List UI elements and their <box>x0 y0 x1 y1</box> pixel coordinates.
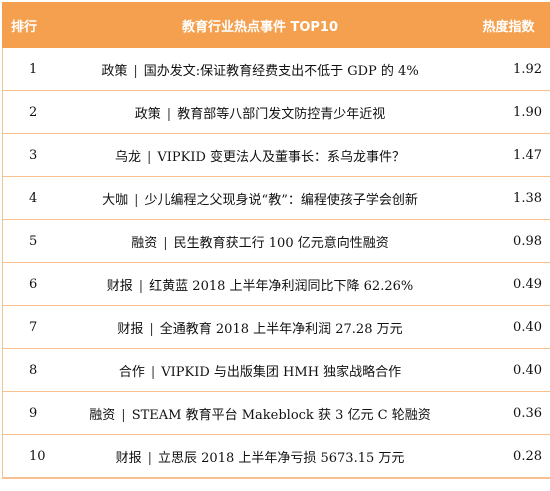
rank-cell: 10 <box>3 435 60 479</box>
rank-cell: 6 <box>3 263 60 306</box>
heat-index-cell: 1.92 <box>461 48 550 91</box>
heat-column-header: 热度指数 <box>461 3 550 48</box>
table-row: 1 政策 | 国办发文:保证教育经费支出不低于 GDP 的 4% 1.92 <box>3 48 550 91</box>
event-cell: 合作 | VIPKID 与出版集团 HMH 独家战略合作 <box>60 349 461 392</box>
table-row: 2 政策 | 教育部等八部门发文防控青少年近视 1.90 <box>3 91 550 134</box>
event-title: VIPKID 变更法人及董事长：系乌龙事件？ <box>157 150 405 165</box>
event-cell: 政策 | 国办发文:保证教育经费支出不低于 GDP 的 4% <box>60 48 461 91</box>
category-separator: | <box>134 193 138 208</box>
category-separator: | <box>133 64 137 79</box>
event-category: 政策 <box>135 107 161 122</box>
event-title: 少儿编程之父现身说“教”：编程使孩子学会创新 <box>145 193 418 208</box>
rank-column-header: 排行 <box>3 3 60 48</box>
event-cell: 融资 | STEAM 教育平台 Makeblock 获 3 亿元 C 轮融资 <box>60 392 461 435</box>
event-category: 融资 <box>131 236 157 251</box>
event-title: 立思辰 2018 上半年净亏损 5673.15 万元 <box>158 451 404 466</box>
event-cell: 财报 | 立思辰 2018 上半年净亏损 5673.15 万元 <box>60 435 461 479</box>
event-cell: 政策 | 教育部等八部门发文防控青少年近视 <box>60 91 461 134</box>
event-title: 民生教育获工行 100 亿元意向性融资 <box>174 236 389 251</box>
category-separator: | <box>167 107 171 122</box>
table-row: 9 融资 | STEAM 教育平台 Makeblock 获 3 亿元 C 轮融资 0.3… <box>3 392 550 435</box>
table-row: 5 融资 | 民生教育获工行 100 亿元意向性融资 0.98 <box>3 220 550 263</box>
heat-index-cell: 0.49 <box>461 263 550 306</box>
rank-cell: 1 <box>3 48 60 91</box>
category-separator: | <box>163 236 167 251</box>
event-category: 乌龙 <box>115 150 141 165</box>
event-category: 财报 <box>116 451 142 466</box>
category-separator: | <box>148 451 152 466</box>
rank-cell: 4 <box>3 177 60 220</box>
table-row: 8 合作 | VIPKID 与出版集团 HMH 独家战略合作 0.40 <box>3 349 550 392</box>
rank-cell: 3 <box>3 134 60 177</box>
heat-index-cell: 0.40 <box>461 349 550 392</box>
rank-cell: 8 <box>3 349 60 392</box>
event-category: 财报 <box>107 279 133 294</box>
table-row: 10 财报 | 立思辰 2018 上半年净亏损 5673.15 万元 0.28 <box>3 435 550 479</box>
event-title: 国办发文:保证教育经费支出不低于 GDP 的 4% <box>144 64 419 79</box>
rank-cell: 5 <box>3 220 60 263</box>
category-separator: | <box>147 150 151 165</box>
table-row: 4 大咖 | 少儿编程之父现身说“教”：编程使孩子学会创新 1.38 <box>3 177 550 220</box>
heat-index-cell: 1.47 <box>461 134 550 177</box>
heat-index-cell: 0.28 <box>461 435 550 479</box>
category-separator: | <box>139 279 143 294</box>
event-cell: 财报 | 红黄蓝 2018 上半年净利润同比下降 62.26% <box>60 263 461 306</box>
rank-cell: 9 <box>3 392 60 435</box>
table-row: 3 乌龙 | VIPKID 变更法人及董事长：系乌龙事件？ 1.47 <box>3 134 550 177</box>
event-category: 融资 <box>89 408 115 423</box>
heat-index-cell: 0.98 <box>461 220 550 263</box>
event-cell: 乌龙 | VIPKID 变更法人及董事长：系乌龙事件？ <box>60 134 461 177</box>
event-cell: 大咖 | 少儿编程之父现身说“教”：编程使孩子学会创新 <box>60 177 461 220</box>
event-title: 红黄蓝 2018 上半年净利润同比下降 62.26% <box>149 279 413 294</box>
heat-index-cell: 1.90 <box>461 91 550 134</box>
heat-index-cell: 0.40 <box>461 306 550 349</box>
rank-cell: 2 <box>3 91 60 134</box>
event-title: 教育部等八部门发文防控青少年近视 <box>177 107 385 122</box>
event-cell: 融资 | 民生教育获工行 100 亿元意向性融资 <box>60 220 461 263</box>
heat-index-cell: 0.36 <box>461 392 550 435</box>
event-category: 政策 <box>101 64 127 79</box>
table-header-row: 排行 教育行业热点事件 TOP10 热度指数 <box>3 3 550 48</box>
category-separator: | <box>151 365 155 380</box>
event-category: 财报 <box>117 322 143 337</box>
event-title: STEAM 教育平台 Makeblock 获 3 亿元 C 轮融资 <box>132 408 431 423</box>
table-row: 7 财报 | 全通教育 2018 上半年净利润 27.28 万元 0.40 <box>3 306 550 349</box>
hot-events-table: 排行 教育行业热点事件 TOP10 热度指数 1 政策 | 国办发文:保证教育经费支出… <box>2 2 550 479</box>
table-row: 6 财报 | 红黄蓝 2018 上半年净利润同比下降 62.26% 0.49 <box>3 263 550 306</box>
event-title: 全通教育 2018 上半年净利润 27.28 万元 <box>160 322 403 337</box>
table-body: 1 政策 | 国办发文:保证教育经费支出不低于 GDP 的 4% 1.92 2 政策 | 教育部… <box>3 48 550 479</box>
rank-cell: 7 <box>3 306 60 349</box>
category-separator: | <box>121 408 125 423</box>
event-category: 合作 <box>119 365 145 380</box>
category-separator: | <box>149 322 153 337</box>
table-title: 教育行业热点事件 TOP10 <box>60 3 461 48</box>
event-title: VIPKID 与出版集团 HMH 独家战略合作 <box>161 365 401 380</box>
heat-index-cell: 1.38 <box>461 177 550 220</box>
event-category: 大咖 <box>102 193 128 208</box>
event-cell: 财报 | 全通教育 2018 上半年净利润 27.28 万元 <box>60 306 461 349</box>
